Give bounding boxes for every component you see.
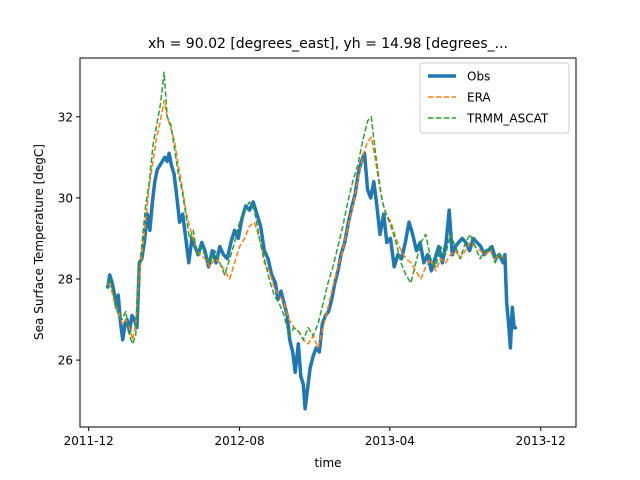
y-tick-label: 28 [58, 272, 73, 286]
chart-title: xh = 90.02 [degrees_east], yh = 14.98 [d… [148, 36, 508, 52]
y-tick-label: 30 [58, 191, 73, 205]
y-axis: 26 28 30 32 [58, 110, 80, 368]
legend-label-obs: Obs [467, 70, 490, 84]
series-line-obs [106, 151, 518, 411]
x-tick-label: 2013-12 [516, 434, 566, 448]
x-tick-label: 2011-12 [64, 434, 114, 448]
x-axis: 2011-12 2012-08 2013-04 2013-12 [64, 427, 566, 448]
y-tick-label: 32 [58, 110, 73, 124]
legend-label-trmm-ascat: TRMM_ASCAT [466, 112, 549, 126]
series-layer [106, 71, 518, 411]
y-tick-label: 26 [58, 354, 73, 368]
plot-frame [79, 57, 577, 428]
x-tick-label: 2012-08 [214, 434, 264, 448]
x-axis-label: time [314, 456, 341, 470]
legend-label-era: ERA [467, 91, 491, 105]
series-line-era [107, 99, 506, 349]
series-line-trmm-ascat [107, 71, 506, 345]
legend: Obs ERA TRMM_ASCAT [419, 62, 570, 134]
legend-box [419, 62, 570, 134]
x-tick-label: 2013-04 [365, 434, 415, 448]
y-axis-label: Sea Surface Temperature [degC] [32, 144, 46, 340]
